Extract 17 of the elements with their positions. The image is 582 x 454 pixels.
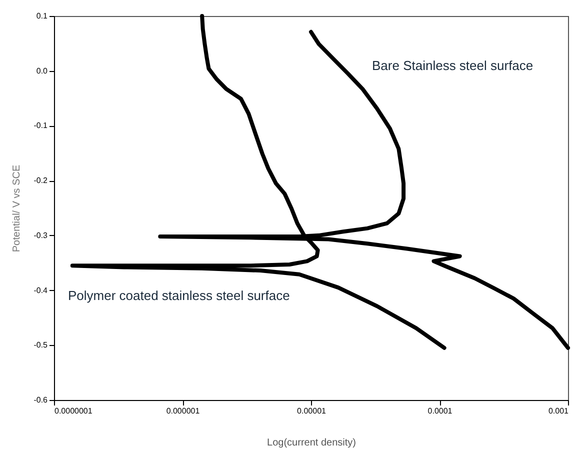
annotation: Bare Stainless steel surface: [372, 58, 534, 73]
y-tick-label: -0.2: [34, 176, 48, 186]
y-tick-label: -0.1: [34, 121, 48, 130]
x-tick-label: 0.00001: [297, 406, 327, 416]
x-tick-label: 0.000001: [166, 406, 200, 416]
y-tick-label: 0.1: [36, 12, 48, 20]
x-tick-label: 0.0001: [428, 406, 453, 416]
y-tick-label: -0.3: [34, 230, 48, 240]
x-axis-title: Log(current density): [267, 438, 356, 448]
y-tick-label: 0.0: [36, 66, 48, 76]
y-tick-label: -0.5: [34, 340, 48, 350]
y-tick-label: -0.6: [34, 396, 48, 404]
x-tick-label: 0.0000001: [54, 406, 93, 416]
y-axis-title: Potential/ V vs SCE: [12, 164, 23, 252]
annotation: Polymer coated stainless steel surface: [68, 288, 290, 303]
y-tick-label: -0.4: [34, 286, 48, 295]
x-tick-label: 0.001: [548, 406, 570, 416]
